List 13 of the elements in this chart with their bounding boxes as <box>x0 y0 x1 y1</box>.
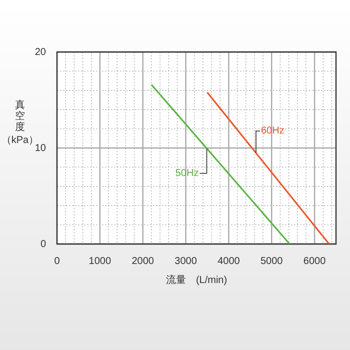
x-axis-title: 流量 (L/min) <box>166 274 228 286</box>
x-tick-label: 2000 <box>132 256 154 267</box>
x-tick-label: 6000 <box>303 256 326 267</box>
y-tick-label: 0 <box>40 238 46 250</box>
series-label: 60Hz <box>260 126 284 137</box>
x-tick-label: 3000 <box>174 256 198 267</box>
y-tick-label: 20 <box>34 46 46 58</box>
series-label: 50Hz <box>175 168 199 180</box>
x-tick-label: 5000 <box>260 256 284 267</box>
x-tick-label: 4000 <box>218 256 240 267</box>
y-tick-label: 10 <box>34 142 46 154</box>
x-tick-label: 1000 <box>88 256 112 267</box>
x-tick-label: 0 <box>54 256 60 267</box>
